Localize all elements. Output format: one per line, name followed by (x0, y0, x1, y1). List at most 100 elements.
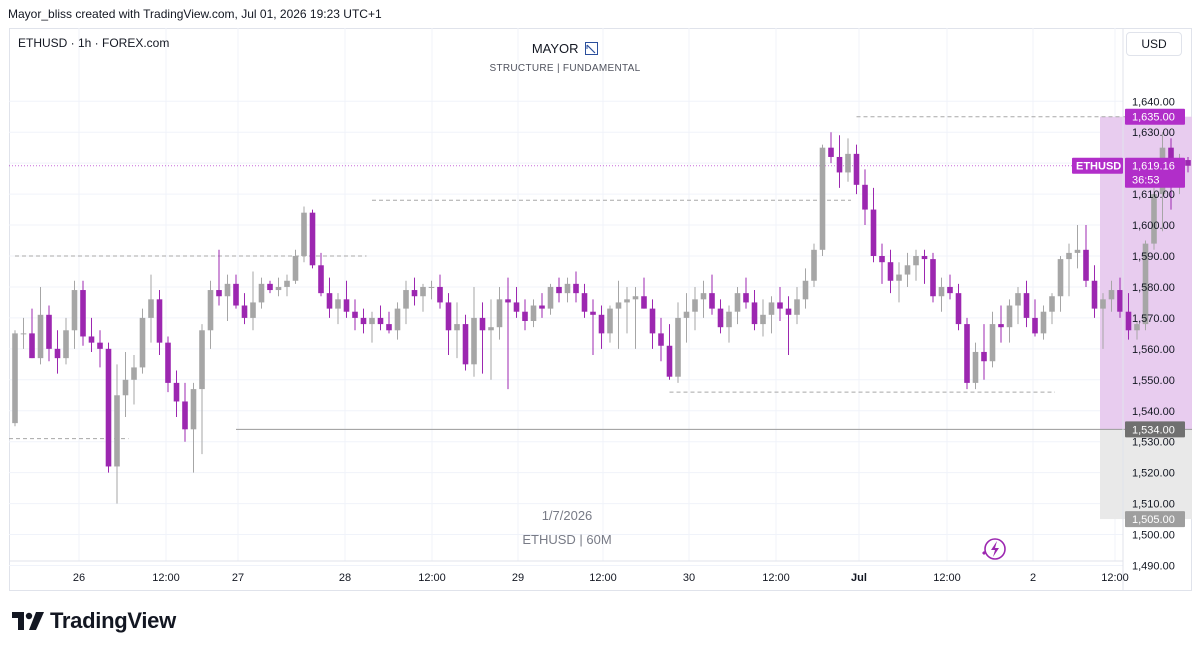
candle-body (777, 302, 783, 309)
candle-body (590, 311, 596, 315)
x-tick-label: Jul (851, 572, 867, 584)
candle-body (437, 286, 443, 303)
candle-body (1023, 293, 1030, 318)
candle-body (496, 299, 503, 328)
candle-body (836, 156, 843, 173)
candle-body (726, 311, 732, 328)
candle-body (352, 311, 358, 318)
candle-body (1057, 259, 1064, 297)
candle-body (1032, 317, 1038, 334)
candle-body (573, 283, 579, 294)
y-tick-label: 1,560.00 (1132, 344, 1175, 356)
candle-body (12, 333, 18, 424)
candle-body (1006, 305, 1013, 328)
candle-body (131, 367, 137, 380)
symbol-info[interactable]: ETHUSD · 1h · FOREX.com (18, 36, 170, 50)
candle-body (683, 311, 690, 318)
candle-body (258, 283, 265, 303)
candle-body (445, 302, 452, 331)
candle-body (581, 293, 588, 312)
candle-body (768, 302, 775, 315)
candle-body (1125, 311, 1132, 331)
candle-body (1049, 296, 1055, 312)
x-tick-label: 28 (339, 572, 351, 584)
candle-body (114, 395, 120, 467)
candle-body (250, 302, 256, 318)
candle-body (658, 333, 664, 346)
candle-body (1108, 290, 1115, 300)
candle-body (692, 299, 698, 312)
candle-body (403, 290, 409, 309)
price-tag-bg (1125, 421, 1185, 438)
y-tick-label: 1,520.00 (1132, 468, 1175, 480)
candle-body (700, 293, 707, 300)
watermark-symbol: ETHUSD | 60M (522, 532, 612, 547)
candle-body (420, 286, 426, 297)
x-tick-label: 12:00 (589, 572, 617, 584)
candle-body (105, 348, 112, 467)
candle-body (981, 351, 987, 362)
candle-body (938, 286, 945, 297)
candle-body (989, 324, 996, 362)
candle-body (377, 317, 384, 325)
candle-body (794, 299, 800, 315)
candle-body (998, 324, 1004, 328)
candle-body (54, 348, 61, 359)
y-tick-label: 1,500.00 (1132, 530, 1175, 542)
candle-body (20, 333, 27, 335)
candle-body (71, 290, 78, 331)
candle-body (343, 299, 350, 312)
candle-body (505, 299, 511, 303)
candle-body (675, 317, 681, 377)
candle-body (224, 283, 231, 297)
candle-body (717, 308, 724, 328)
candle-body (386, 324, 392, 331)
candle-body (1083, 249, 1089, 281)
candle-body (1040, 311, 1047, 334)
candle-body (275, 286, 282, 291)
candle-body (233, 283, 239, 306)
candle-body (37, 314, 44, 359)
lightning-icon[interactable] (982, 538, 1006, 560)
candle-body (904, 265, 911, 275)
candle-body (156, 299, 163, 343)
candle-body (63, 330, 69, 359)
x-tick-label: 2 (1030, 572, 1036, 584)
candle-body (921, 256, 928, 260)
candle-body (1117, 290, 1123, 312)
candle-body (318, 265, 324, 294)
candle-body (870, 209, 877, 256)
x-tick-label: 12:00 (418, 572, 446, 584)
watermark-date: 1/7/2026 (541, 508, 593, 523)
x-tick-label: 29 (512, 572, 524, 584)
y-tick-label: 1,540.00 (1132, 406, 1175, 418)
candle-body (556, 286, 562, 294)
candle-body (369, 317, 375, 325)
tradingview-logo-text: TradingView (50, 608, 176, 633)
candle-body (811, 249, 817, 281)
last-price-symbol: ETHUSD (1076, 161, 1121, 173)
last-price-value: 1,619.16 (1132, 161, 1175, 173)
candle-body (454, 324, 460, 331)
candle-body (802, 280, 809, 300)
candle-body (190, 389, 197, 430)
candle-body (879, 256, 885, 263)
candle-body (1185, 160, 1191, 166)
candle-body (139, 317, 146, 368)
y-tick-label: 1,550.00 (1132, 375, 1175, 387)
candle-body (1134, 324, 1140, 331)
candle-body (479, 317, 486, 331)
candle-body (598, 314, 605, 334)
x-tick-label: 12:00 (762, 572, 790, 584)
candle-body (845, 153, 851, 173)
y-tick-label: 1,510.00 (1132, 499, 1175, 511)
currency-button[interactable]: USD (1126, 32, 1182, 56)
candle-body (751, 302, 758, 325)
candle-body (760, 314, 766, 325)
x-tick-label: 12:00 (933, 572, 961, 584)
candle-body (46, 314, 52, 349)
candle-body (896, 274, 902, 281)
candlestick-chart[interactable]: 1,490.00 1,500.00 1,510.00 1,520.00 1,530.00… (9, 28, 1192, 591)
candle-body (743, 293, 749, 303)
candle-body (88, 336, 95, 343)
